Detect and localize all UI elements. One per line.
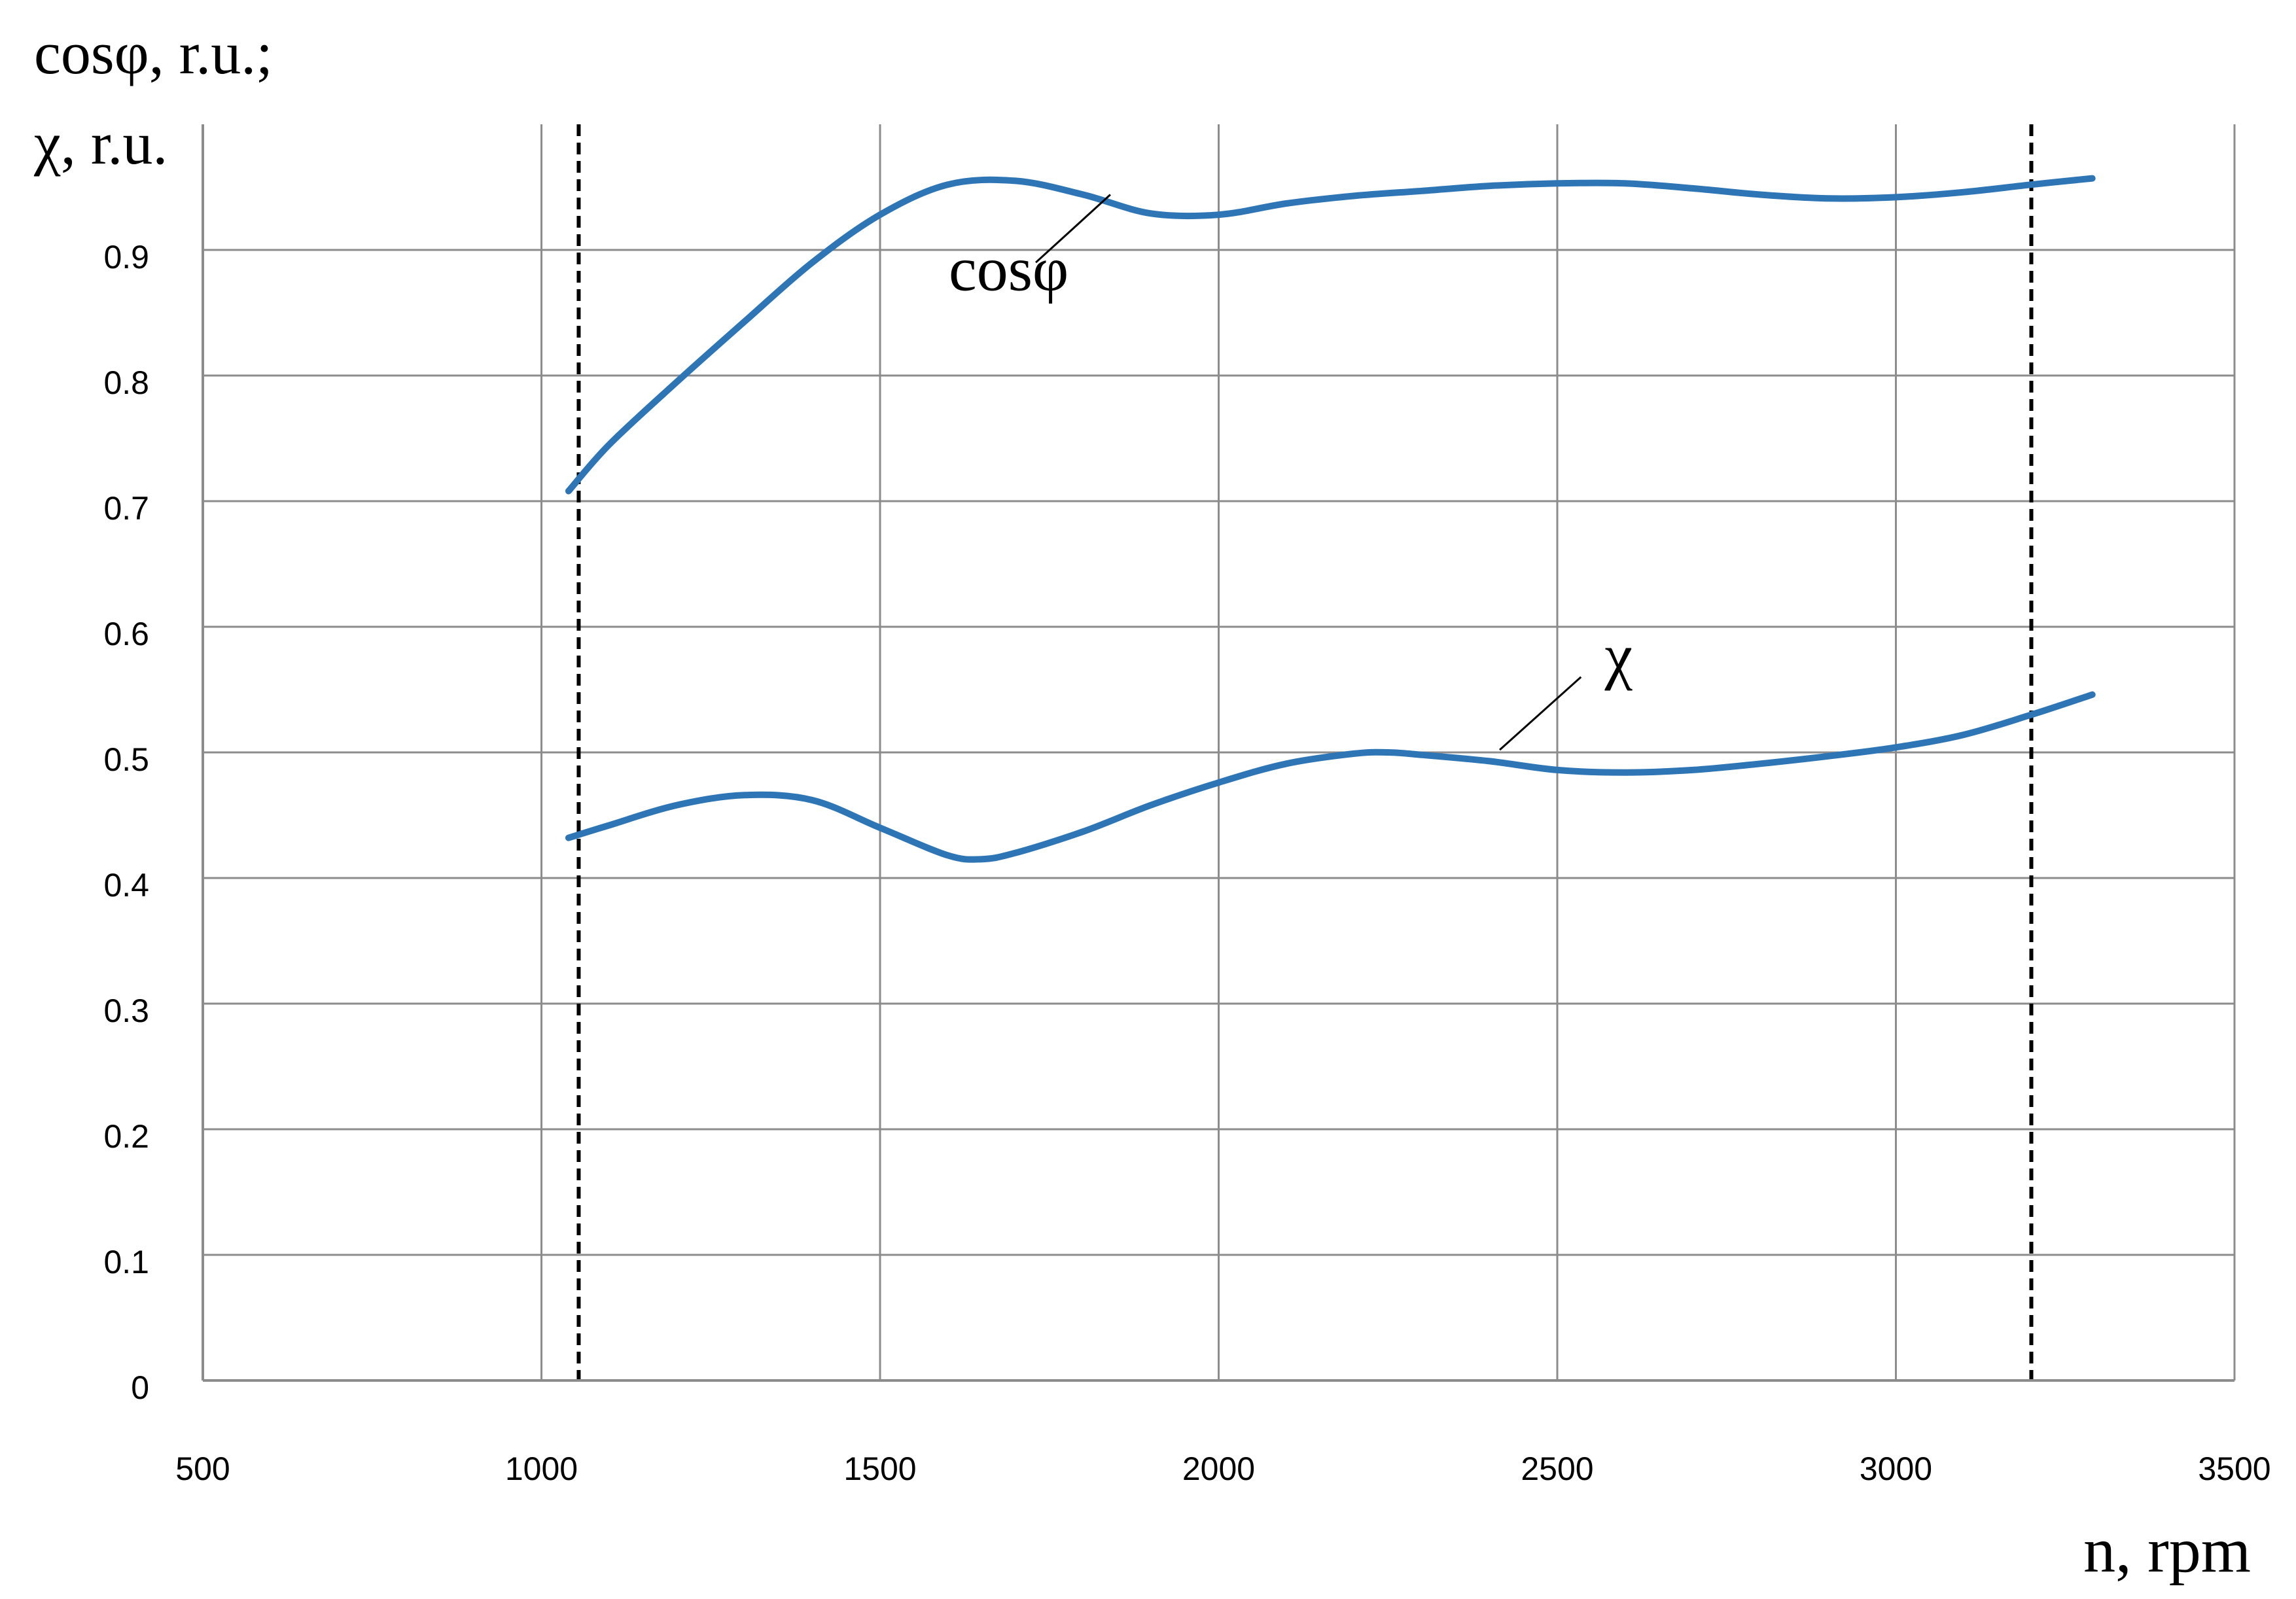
y-tick-label: 0.8 — [103, 364, 149, 401]
series-line-chi — [565, 691, 2096, 863]
grid — [203, 124, 2236, 1380]
annotation-pointer-cosphi — [1035, 194, 1111, 264]
y-tick-label: 0.4 — [103, 867, 149, 904]
x-tick-label: 500 — [175, 1450, 230, 1487]
y-axis-label-line-2: χ, r.u. — [33, 110, 168, 177]
y-tick-label: 0.5 — [103, 741, 149, 778]
series-label-cosphi: cosφ — [949, 234, 1069, 304]
annotation-pointer-chi — [1499, 676, 1582, 751]
x-axis-label: n, rpm — [2083, 1515, 2251, 1586]
x-tick-label: 2500 — [1521, 1450, 1593, 1487]
y-tick-label: 0.9 — [103, 239, 149, 275]
reference-lines — [576, 124, 2034, 1380]
plot-frame — [202, 124, 2234, 1382]
x-tick-label: 2000 — [1182, 1450, 1255, 1487]
y-tick-label: 0.2 — [103, 1118, 149, 1155]
y-tick-label: 0.3 — [103, 993, 149, 1029]
y-axis-label-line-1: cosφ, r.u.; — [34, 20, 273, 86]
x-tick-label: 1000 — [505, 1450, 578, 1487]
y-tick-label: 0.6 — [103, 616, 149, 652]
y-tick-label: 0.1 — [103, 1244, 149, 1280]
x-tick-label: 1500 — [843, 1450, 916, 1487]
x-tick-label: 3500 — [2198, 1450, 2270, 1487]
series-annotations: cosφ χ — [949, 194, 1633, 751]
y-tick-label: 0 — [131, 1369, 149, 1406]
y-tick-label: 0.7 — [103, 490, 149, 527]
series-line-cosphi — [565, 175, 2096, 495]
x-tick-label: 3000 — [1860, 1450, 1932, 1487]
series-label-chi: χ — [1604, 621, 1633, 691]
tick-labels: 500 1000 1500 2000 2500 3000 3500 0 0.1 0.2 0.3 0.4… — [103, 239, 2270, 1487]
series-lines — [565, 175, 2096, 863]
